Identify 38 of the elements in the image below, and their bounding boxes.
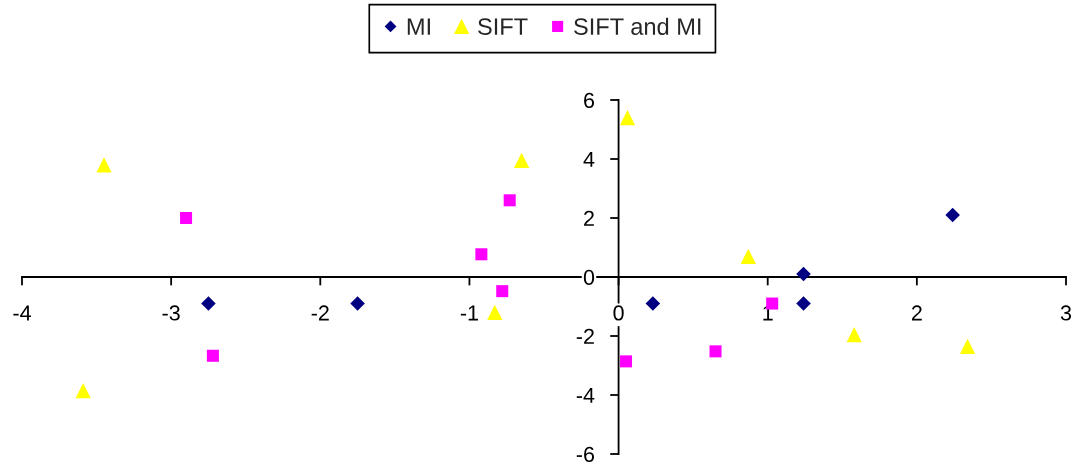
point <box>487 304 503 321</box>
y-tick-label: -6 <box>576 446 595 463</box>
point <box>796 266 811 282</box>
x-tick-label: 2 <box>911 305 922 321</box>
point <box>475 248 488 261</box>
y-tick-label: -4 <box>576 387 595 403</box>
point <box>96 157 112 173</box>
point <box>514 152 530 169</box>
point <box>503 194 516 207</box>
point <box>959 338 976 354</box>
point <box>206 349 219 362</box>
point <box>740 248 756 264</box>
point <box>201 296 216 311</box>
x-tick-label: -1 <box>460 305 478 321</box>
x-tick-label: 3 <box>1060 305 1072 321</box>
x-tick-label: -4 <box>13 305 31 321</box>
point <box>180 211 193 225</box>
x-tick-label: -3 <box>162 305 180 321</box>
y-tick-label: 0 <box>583 269 595 286</box>
point <box>709 345 722 358</box>
legend-label: SIFT <box>478 18 528 35</box>
legend-label: MI <box>407 18 430 35</box>
point <box>796 296 811 311</box>
point <box>496 285 509 298</box>
x-tick-label: 0 <box>613 305 624 321</box>
y-tick-label: 4 <box>583 151 595 167</box>
point <box>645 296 661 311</box>
point <box>846 326 862 343</box>
point <box>620 355 633 368</box>
x-tick-label: -2 <box>311 305 329 321</box>
point <box>350 296 365 311</box>
y-tick-label: 6 <box>584 92 595 109</box>
y-tick-label: -2 <box>576 328 594 344</box>
point <box>75 382 91 399</box>
legend-label: SIFT and MI <box>574 17 701 35</box>
point <box>945 207 960 223</box>
y-tick-label: 2 <box>584 210 594 226</box>
point <box>619 110 636 126</box>
